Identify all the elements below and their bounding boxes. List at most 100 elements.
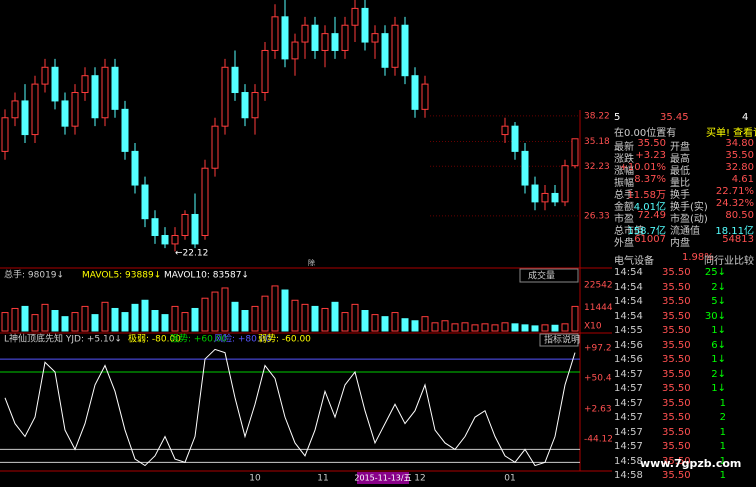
candle-body [221,66,229,127]
date-highlight [357,472,409,484]
volume-bar [151,310,159,332]
volume-bar [221,287,229,332]
link[interactable]: 买单! 查看详细 [706,128,756,139]
candle-body [371,33,379,43]
quote-value: 35.50 [637,138,666,149]
industry: 电气设备 [614,256,654,267]
quote-value: 61007 [634,234,666,245]
help-button[interactable] [539,333,579,347]
tick-price: 35.50 [662,339,691,351]
candle-body [21,100,29,136]
help-button-text[interactable]: 指标说明 [544,334,580,346]
tick-time: 14:58 [614,455,643,467]
quote-value: 4.61 [731,174,754,185]
ind-legend: 强势: +60.00 [170,333,227,345]
quote-value: 22.71% [715,186,754,197]
quote-value: 54813 [722,234,754,245]
vol-legend: 总手: 98019↓ [4,269,64,281]
tick-volume: 2 [719,412,726,423]
tick-price: 35.50 [662,412,691,423]
tick-price: 35.50 [662,441,691,452]
tick-volume: 25↓ [704,267,726,278]
volume-bar [1,312,9,332]
volume-bar [361,310,369,332]
candle-body [1,117,9,152]
note: 在0.00位置有 [614,128,677,139]
candle-body [561,165,569,203]
volume-bar [251,305,259,332]
candle-body [231,66,239,94]
tick-volume: 2↓ [711,281,726,293]
volume-bar [441,320,449,332]
unit: X10 [584,322,602,332]
tick-price: 35.50 [662,310,691,322]
candle-body [401,24,409,77]
volume-bar [61,316,69,332]
vol-legend: MAVOL10: 83587↓ [164,271,249,281]
tick-price: 35.50 [662,354,691,365]
industry-link[interactable]: 同行业比较 [704,256,754,267]
volume-button[interactable] [519,268,579,283]
tick-volume: 1↓ [711,354,726,365]
date-label: 12 [414,474,425,484]
y-tick-label: 35.18 [584,137,610,147]
y-tick-label: +50.49 [584,374,612,384]
volume-bar [461,322,469,332]
tick-time: 14:57 [614,397,643,409]
quote-value: 35.50 [725,150,754,161]
volume-bar [431,322,439,332]
quote-label: 最低 [670,166,690,177]
top-value: 4 [742,112,749,123]
quote-value: +3.23 [635,150,666,161]
candle-body [361,7,369,43]
volume-bar [141,299,149,332]
tick-volume: 1↓ [711,383,726,394]
volume-bar [181,312,189,332]
tick-volume: 6↓ [711,339,726,351]
volume-bar [281,289,289,332]
tick-time: 14:54 [614,296,643,307]
tick-price: 35.50 [662,325,691,336]
volume-bar [171,305,179,332]
volume-bar [551,324,559,332]
tick-price: 35.50 [662,455,691,467]
candle-body [411,75,419,110]
volume-bar [211,291,219,332]
volume-bar [401,318,409,332]
volume-button-text[interactable]: 成交量 [528,270,555,282]
quote-label: 涨跌 [614,154,634,165]
date-label: 2015-11-13/五 [354,474,411,483]
tick-volume: 1 [719,470,726,481]
candle-body [131,150,139,186]
date-label: 11 [317,474,328,484]
volume-bar [131,303,139,332]
volume-bar [421,316,429,332]
quote-label: 内盘 [670,238,690,249]
candle-body [161,235,169,245]
candle-body [281,16,289,60]
tick-volume: 30↓ [704,310,726,322]
tick-time: 14:57 [614,426,643,438]
ind-legend: 弱势: -60.00 [258,333,311,345]
quote-label: 最新 [614,142,634,153]
chart-area: ←22.12 除 总手: 98019↓ MAVOL5: 93889↓ MAVOL… [0,0,612,487]
candle-body [191,213,199,245]
tick-time: 14:54 [614,281,643,293]
volume-bar [41,303,49,332]
volume-bar [481,323,489,332]
volume-bar [471,324,479,332]
quote-value: 4.01亿 [633,202,666,213]
candle-body [291,41,299,60]
volume-bar [521,324,529,332]
ind-legend: 极弱: -80.00 [128,333,181,345]
volume-bar [391,312,399,332]
quote-label: 换手 [670,190,690,201]
watermark: www.7gpzb.com [640,457,742,470]
volume-bar [491,324,499,332]
background [0,0,612,487]
quote-label: 涨幅 [614,166,634,177]
candle-body [251,92,259,119]
industry-change: 1.98% [682,252,714,263]
candle-body [111,66,119,110]
volume-bar [571,305,579,332]
